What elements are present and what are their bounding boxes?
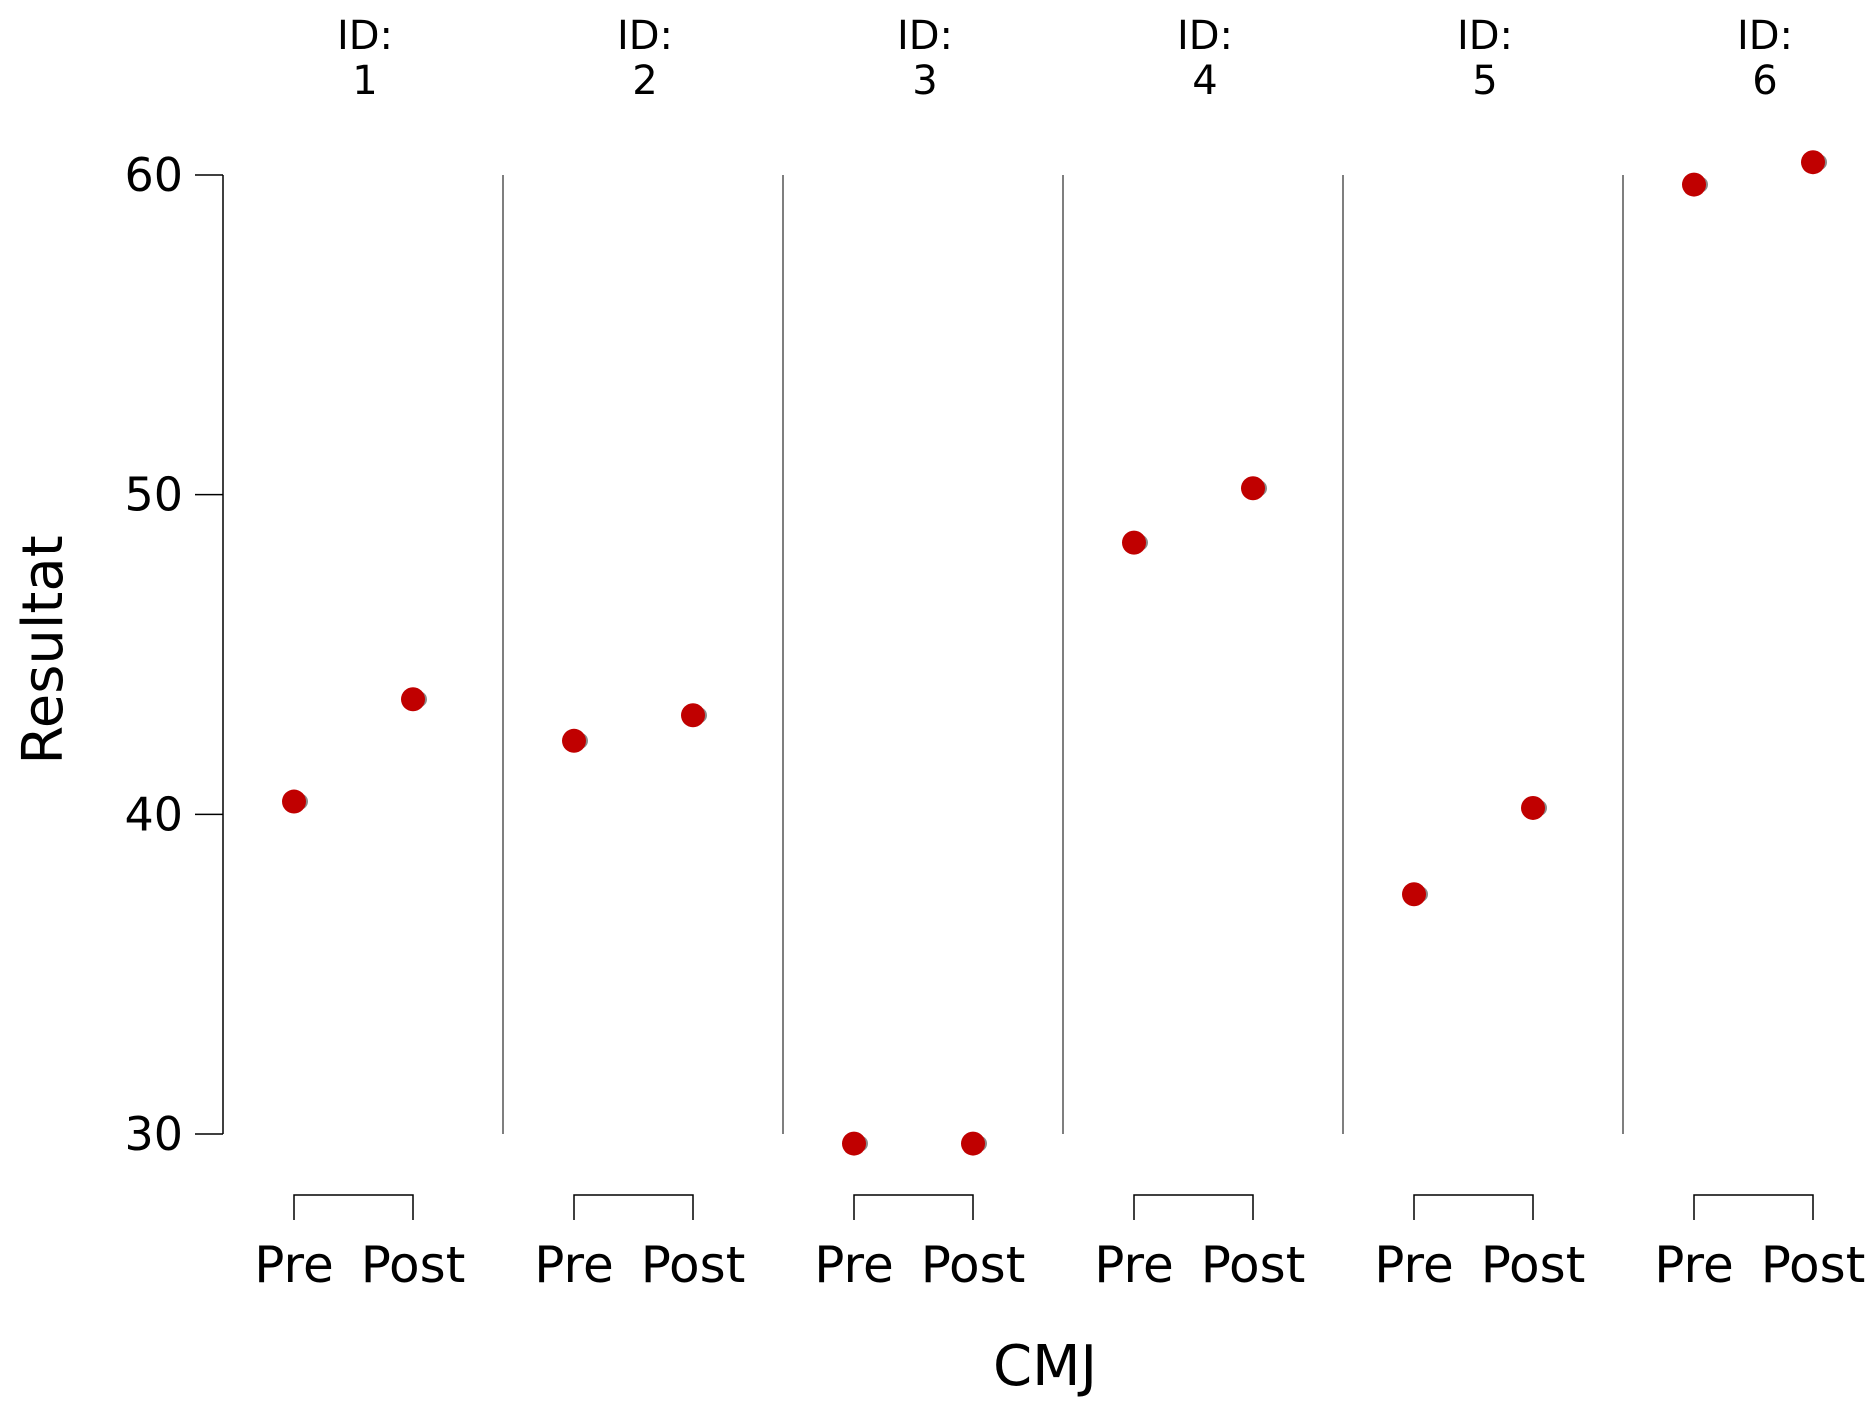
x-tick-label: Pre	[814, 1236, 894, 1294]
x-tick-label: Post	[1201, 1236, 1306, 1294]
x-axis-bracket	[1413, 1194, 1534, 1220]
data-point	[1682, 172, 1706, 197]
x-tick-label: Pre	[1654, 1236, 1734, 1294]
facet-panel: ID:2 Pre Post	[502, 13, 746, 1294]
data-point	[842, 1131, 866, 1156]
x-tick-label: Post	[641, 1236, 746, 1294]
facet-title-id: 4	[1192, 58, 1217, 104]
facet-panel: ID:3 Pre Post	[782, 13, 1026, 1294]
x-axis-bracket	[293, 1194, 414, 1220]
x-axis-bracket	[573, 1194, 694, 1220]
y-tick-label: 40	[124, 787, 183, 841]
x-tick-label: Post	[1761, 1236, 1866, 1294]
x-tick-label: Pre	[1374, 1236, 1454, 1294]
y-axis-title: Resultat	[11, 535, 76, 764]
y-axis: 30 40 50 60	[124, 148, 224, 1161]
facet-title-id: 3	[912, 58, 937, 104]
x-axis-bracket	[1693, 1194, 1814, 1220]
x-tick-label: Pre	[1094, 1236, 1174, 1294]
data-point	[562, 728, 586, 753]
y-tick-label: 50	[124, 468, 183, 522]
y-tick-label: 60	[124, 148, 183, 202]
facet-title-label: ID:	[337, 13, 393, 59]
x-axis-bracket	[1133, 1194, 1254, 1220]
facet-title-label: ID:	[1737, 13, 1793, 59]
facet-title-label: ID:	[617, 13, 673, 59]
facet-panel: ID:5 Pre Post	[1342, 13, 1586, 1294]
data-point	[1241, 476, 1265, 501]
facet-title-id: 5	[1472, 58, 1497, 104]
data-point	[1122, 530, 1146, 555]
facet-title-id: 1	[352, 58, 377, 104]
data-point	[961, 1131, 985, 1156]
y-tick-label: 30	[124, 1107, 183, 1161]
facet-title-id: 2	[632, 58, 657, 104]
facet-title-label: ID:	[1457, 13, 1513, 59]
x-tick-label: Post	[921, 1236, 1026, 1294]
data-point	[681, 703, 705, 728]
data-point	[1402, 882, 1426, 907]
facet-title-id: 6	[1752, 58, 1777, 104]
facet-panel: ID:4 Pre Post	[1062, 13, 1306, 1294]
data-point	[401, 687, 425, 712]
facet-title-label: ID:	[1177, 13, 1233, 59]
x-tick-label: Post	[1481, 1236, 1586, 1294]
facet-panel: ID:6 Pre Post	[1622, 13, 1866, 1294]
x-axis-bracket	[853, 1194, 974, 1220]
x-tick-label: Pre	[254, 1236, 334, 1294]
facet-title-label: ID:	[897, 13, 953, 59]
data-point	[1521, 795, 1545, 820]
x-axis-title: CMJ	[993, 1334, 1097, 1399]
data-point	[282, 789, 306, 814]
x-tick-label: Pre	[534, 1236, 614, 1294]
x-tick-label: Post	[361, 1236, 466, 1294]
data-point	[1801, 150, 1825, 175]
facet-panel: ID:1 Pre Post	[254, 13, 465, 1294]
